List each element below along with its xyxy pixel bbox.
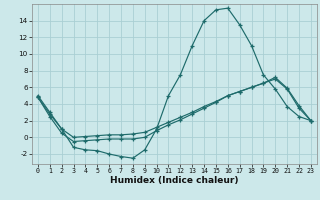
X-axis label: Humidex (Indice chaleur): Humidex (Indice chaleur) — [110, 176, 239, 185]
